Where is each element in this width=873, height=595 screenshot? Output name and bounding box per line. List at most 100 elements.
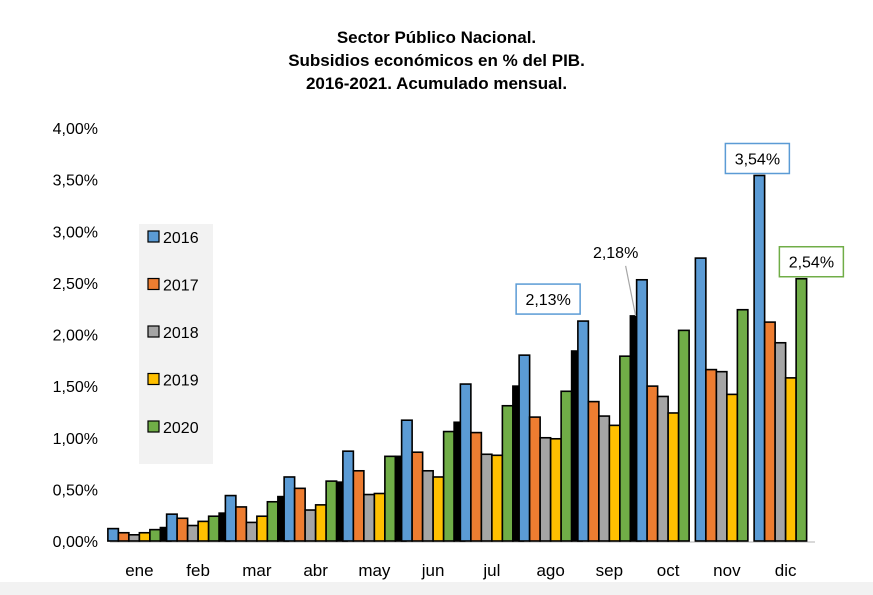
bar-2020-feb — [207, 515, 220, 542]
x-tick-label-oct: oct — [657, 561, 680, 580]
bar-2017-ene — [117, 531, 130, 542]
bar-2020-ago — [560, 390, 573, 542]
bar-2019-jun — [432, 476, 445, 542]
bar-2020-may — [384, 455, 397, 542]
bar-2016-ene — [107, 527, 120, 542]
x-tick-label-abr: abr — [303, 561, 328, 580]
bar-2017-sep — [587, 400, 600, 542]
bar-2017-abr — [293, 487, 306, 542]
y-tick-label: 0,50% — [53, 482, 98, 499]
bar-2019-feb — [197, 520, 210, 542]
bar-2018-ago — [539, 436, 552, 542]
bar-2016-jul — [459, 383, 472, 542]
y-tick-label: 1,50% — [53, 379, 98, 396]
legend-swatch-2019 — [147, 372, 160, 386]
annotation-label-2016-sep: 2,13% — [525, 292, 570, 309]
annotation-box-2020-dic — [778, 245, 845, 278]
legend-swatch-2017 — [147, 277, 160, 291]
chart-title-line-1: Sector Público Nacional. — [336, 28, 537, 47]
annotation-leader-line — [625, 265, 637, 317]
bar-2020-dic — [795, 277, 808, 542]
bar-2018-may — [363, 493, 376, 542]
bar-2019-jul — [491, 454, 504, 542]
y-tick-label: 2,00% — [53, 328, 98, 345]
bar-2018-nov — [715, 370, 728, 542]
bar-2019-sep — [608, 424, 621, 542]
bar-2016-feb — [165, 513, 178, 542]
chart-title-line-2: Subsidios económicos en % del PIB. — [288, 51, 585, 70]
y-tick-label: 0,00% — [53, 534, 98, 551]
bottom-strip — [0, 582, 873, 595]
bar-2016-dic — [753, 174, 766, 542]
annotation-label-2016-dic: 3,54% — [735, 151, 780, 168]
legend-label-2016: 2016 — [163, 230, 199, 247]
bar-2019-mar — [256, 515, 269, 542]
y-tick-label: 3,00% — [53, 224, 98, 241]
bar-2020-nov — [736, 308, 749, 542]
x-tick-label-may: may — [358, 561, 391, 580]
bar-2017-jul — [470, 431, 483, 542]
bar-2017-dic — [763, 321, 776, 542]
legend-swatch-2020 — [147, 420, 160, 433]
bar-2017-oct — [646, 385, 659, 542]
bar-2018-abr — [304, 509, 317, 542]
bar-2016-sep — [577, 320, 590, 542]
y-tick-label: 2,50% — [53, 276, 98, 293]
x-tick-label-jun: jun — [421, 561, 445, 580]
bar-2017-nov — [705, 368, 718, 542]
bar-2020-jul — [501, 404, 514, 542]
bar-2019-dic — [784, 377, 797, 542]
bar-2018-dic — [774, 341, 787, 542]
bar-2020-jun — [442, 430, 455, 542]
bar-2020-oct — [677, 329, 690, 542]
bar-2020-sep — [619, 355, 632, 542]
bar-2019-abr — [314, 504, 327, 542]
bar-2017-may — [352, 469, 365, 542]
bar-2020-abr — [325, 480, 338, 542]
bar-2018-jul — [480, 453, 493, 542]
bar-2018-mar — [245, 521, 258, 542]
annotation-label-2021-sep: 2,18% — [593, 245, 638, 262]
bar-2016-oct — [635, 278, 648, 542]
annotation-box-2016-dic — [724, 142, 791, 175]
x-tick-label-feb: feb — [186, 561, 210, 580]
x-tick-label-mar: mar — [242, 561, 272, 580]
y-tick-label: 4,00% — [53, 121, 98, 138]
bar-2016-mar — [224, 494, 237, 542]
bar-2019-may — [373, 492, 386, 542]
bar-2016-nov — [694, 257, 707, 542]
x-tick-label-jul: jul — [482, 561, 500, 580]
bar-2016-may — [342, 450, 355, 542]
bar-2020-ene — [149, 528, 162, 542]
chart-title-line-3: 2016-2021. Acumulado mensual. — [305, 74, 568, 93]
legend-label-2018: 2018 — [163, 325, 199, 342]
legend-swatch-2018 — [147, 325, 160, 338]
bar-2016-abr — [283, 476, 296, 542]
y-tick-label: 3,50% — [53, 173, 98, 190]
x-tick-label-ago: ago — [536, 561, 564, 580]
bar-2017-ago — [528, 416, 541, 542]
x-tick-label-dic: dic — [775, 561, 797, 580]
bar-2017-jun — [411, 451, 424, 542]
bar-2019-nov — [726, 393, 739, 542]
bar-2018-ene — [128, 534, 141, 542]
bar-2020-mar — [266, 500, 279, 542]
x-tick-label-ene: ene — [125, 561, 153, 580]
bar-2018-jun — [421, 469, 434, 542]
legend-label-2020: 2020 — [163, 420, 199, 437]
bar-2018-sep — [598, 415, 611, 542]
bar-2019-ene — [138, 531, 151, 542]
bar-2018-oct — [656, 395, 669, 542]
legend-label-2019: 2019 — [163, 373, 199, 390]
y-tick-label: 1,00% — [53, 431, 98, 448]
annotation-label-2020-dic: 2,54% — [789, 255, 834, 272]
bar-2018-feb — [186, 524, 199, 542]
x-tick-label-nov: nov — [713, 561, 741, 580]
legend-swatch-2016 — [147, 230, 160, 243]
bar-2017-mar — [235, 506, 248, 542]
bar-2016-jun — [400, 419, 413, 542]
bar-2019-oct — [667, 412, 680, 542]
x-tick-label-sep: sep — [596, 561, 623, 580]
chart-title: Sector Público Nacional. Subsidios econó… — [0, 26, 873, 95]
